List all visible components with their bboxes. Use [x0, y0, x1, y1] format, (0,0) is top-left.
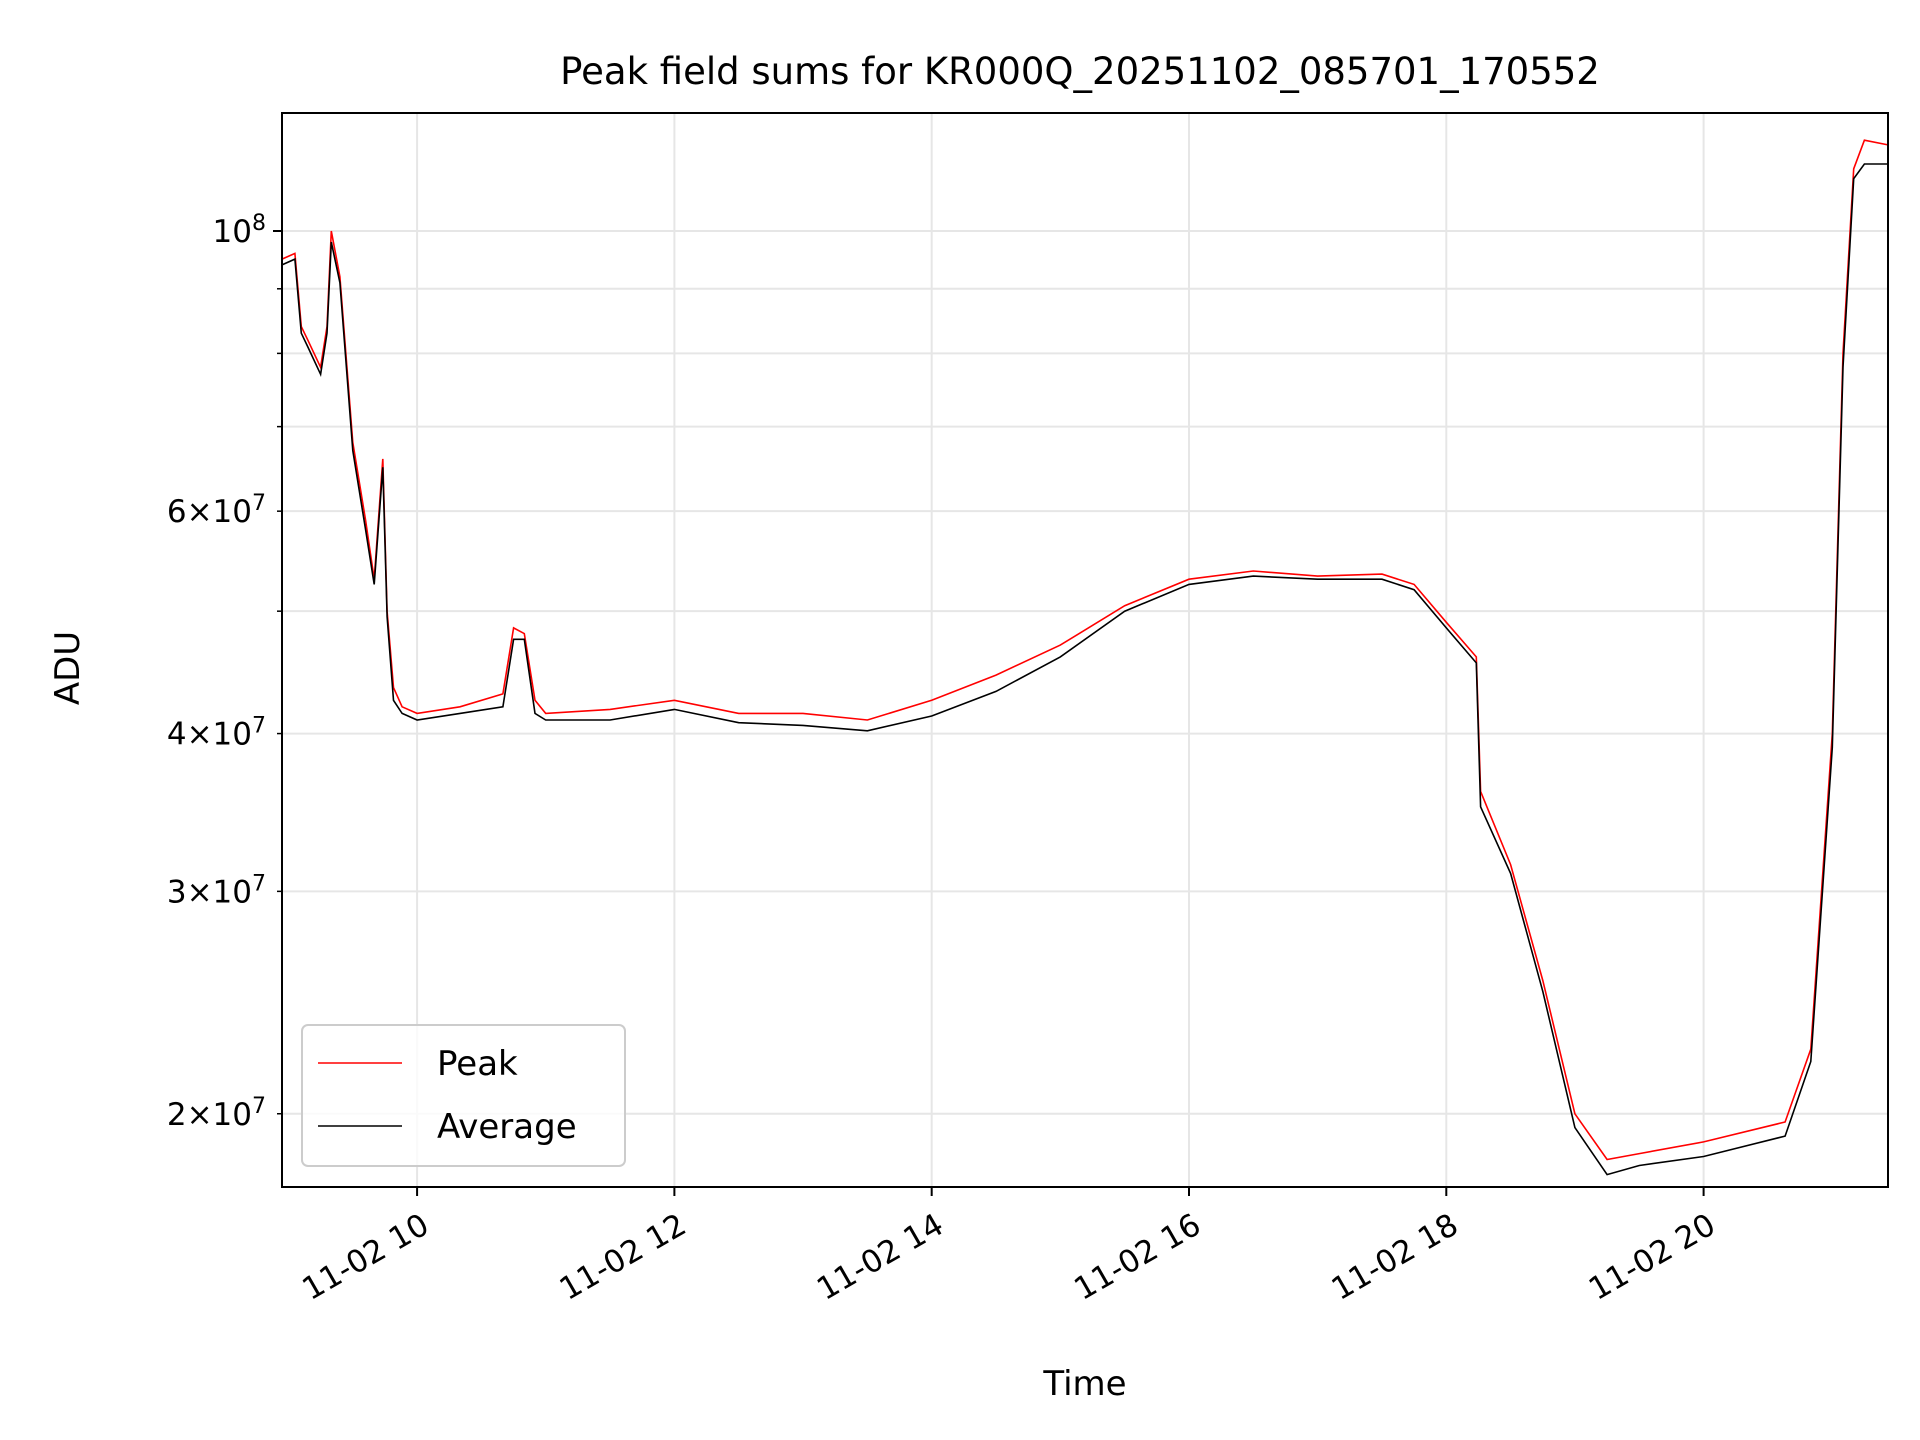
plot-frame: [281, 112, 1889, 1188]
legend-box: [301, 1024, 626, 1167]
series-line-average: [281, 163, 1888, 1176]
y-tick-label: 4×107: [167, 713, 266, 753]
legend: Peak Average: [301, 1024, 626, 1167]
y-tick-label: 2×107: [167, 1093, 266, 1133]
y-axis-label: ADU: [48, 631, 88, 705]
y-tick-label: 3×107: [167, 871, 266, 911]
chart-title: Peak field sums for KR000Q_20251102_0857…: [560, 50, 1600, 93]
series: [281, 139, 1889, 1176]
legend-label-peak: Peak: [437, 1044, 518, 1084]
legend-label-average: Average: [437, 1107, 577, 1147]
grid: [282, 113, 1888, 1187]
x-axis-label: Time: [1042, 1364, 1126, 1404]
y-tick-label: 6×107: [167, 491, 266, 531]
series-line-peak: [281, 139, 1889, 1161]
